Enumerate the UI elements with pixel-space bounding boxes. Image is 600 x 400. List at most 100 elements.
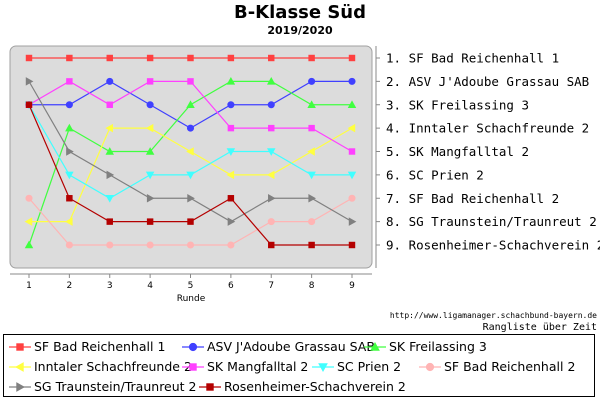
x-tick-label: 3 bbox=[107, 281, 113, 291]
data-point bbox=[25, 54, 33, 62]
data-point bbox=[65, 123, 74, 132]
data-point bbox=[145, 147, 155, 155]
data-point bbox=[308, 218, 316, 226]
data-point bbox=[268, 241, 275, 249]
legend-label: SG Traunstein/Traunreut 2 bbox=[34, 379, 197, 394]
data-point bbox=[227, 124, 235, 132]
rank-label: 9. Rosenheimer-Schachverein 2 bbox=[386, 238, 600, 253]
data-point bbox=[106, 54, 113, 62]
data-point bbox=[66, 54, 73, 62]
data-point bbox=[227, 241, 235, 249]
data-point bbox=[307, 100, 316, 108]
data-point bbox=[186, 147, 194, 156]
legend-swatch bbox=[364, 341, 386, 351]
x-tick-label: 7 bbox=[268, 281, 274, 291]
data-point bbox=[348, 54, 356, 62]
legend-swatch bbox=[9, 382, 31, 392]
data-point bbox=[308, 54, 315, 62]
data-point bbox=[308, 124, 315, 132]
series-sk-freilassing-3 bbox=[24, 76, 357, 249]
x-tick-label: 4 bbox=[147, 281, 153, 291]
legend-marker bbox=[425, 362, 435, 372]
data-point bbox=[106, 218, 113, 225]
legend-label: Rosenheimer-Schachverein 2 bbox=[224, 379, 406, 394]
data-point bbox=[24, 217, 33, 226]
data-point bbox=[308, 194, 317, 203]
data-point bbox=[347, 171, 357, 180]
legend-label: SK Mangfalltal 2 bbox=[207, 359, 309, 374]
data-point bbox=[145, 171, 155, 180]
data-point bbox=[24, 240, 34, 249]
legend-marker bbox=[16, 343, 24, 351]
data-point bbox=[146, 78, 154, 85]
legend-label: SF Bad Reichenhall 1 bbox=[34, 339, 166, 354]
data-point bbox=[66, 78, 73, 85]
data-point bbox=[348, 148, 356, 155]
legend-marker bbox=[16, 382, 26, 392]
rank-label: 3. SK Freilassing 3 bbox=[386, 97, 529, 112]
x-tick-label: 8 bbox=[309, 281, 315, 291]
data-point bbox=[307, 171, 316, 180]
legend-marker bbox=[14, 362, 24, 372]
series-inntaler-schachfreunde-2 bbox=[24, 123, 356, 226]
data-point bbox=[186, 100, 195, 108]
legend-swatch bbox=[182, 342, 204, 352]
rank-label: 5. SK Mangfalltal 2 bbox=[386, 144, 529, 159]
legend-marker bbox=[188, 342, 198, 352]
legend: SF Bad Reichenhall 1 ASV J'Adoube Grassau… bbox=[3, 334, 595, 397]
data-point bbox=[348, 217, 357, 226]
series-sc-prien-2 bbox=[24, 101, 357, 203]
data-point bbox=[65, 171, 74, 180]
x-tick-label: 5 bbox=[188, 281, 194, 291]
data-point bbox=[146, 218, 154, 225]
source-url: http://www.ligamanager.schachbund-bayern… bbox=[389, 311, 597, 320]
data-point bbox=[268, 194, 276, 203]
legend-marker bbox=[206, 383, 214, 391]
data-point bbox=[25, 101, 33, 108]
data-point bbox=[187, 54, 194, 62]
legend-label: SK Freilassing 3 bbox=[389, 339, 487, 354]
legend-swatch bbox=[9, 343, 31, 351]
series-sg-traunstein-traunreut-2 bbox=[25, 77, 357, 226]
data-point bbox=[348, 241, 356, 249]
data-point bbox=[187, 218, 194, 225]
data-point bbox=[268, 124, 275, 132]
data-point bbox=[307, 147, 315, 156]
data-point bbox=[227, 195, 235, 202]
rank-label: 4. Inntaler Schachfreunde 2 bbox=[386, 121, 589, 136]
data-point bbox=[308, 77, 316, 85]
data-point bbox=[145, 123, 154, 133]
data-point bbox=[146, 241, 154, 249]
x-tick-label: 9 bbox=[349, 281, 355, 291]
data-point bbox=[186, 171, 195, 180]
legend-label: SF Bad Reichenhall 2 bbox=[444, 359, 576, 374]
data-point bbox=[226, 170, 235, 180]
data-point bbox=[227, 101, 235, 109]
rank-label: 1. SF Bad Reichenhall 1 bbox=[386, 51, 559, 66]
data-point bbox=[347, 100, 357, 108]
data-point bbox=[105, 123, 113, 133]
data-point bbox=[105, 147, 114, 155]
data-point bbox=[146, 54, 154, 62]
legend-label: ASV J'Adoube Grassau SAB bbox=[207, 339, 375, 354]
data-point bbox=[25, 194, 33, 202]
legend-swatch bbox=[312, 363, 334, 373]
data-point bbox=[187, 78, 194, 85]
data-point bbox=[146, 101, 154, 109]
x-tick-label: 1 bbox=[26, 281, 32, 291]
data-point bbox=[226, 76, 236, 85]
plot-area bbox=[9, 45, 373, 269]
legend-label: Inntaler Schachfreunde 2 bbox=[34, 359, 192, 374]
data-point bbox=[106, 101, 113, 108]
legend-swatch bbox=[9, 362, 31, 372]
chart-title: B-Klasse Süd bbox=[233, 2, 367, 23]
axis-layer: 1 2 3 4 5 6 7 8 9 bbox=[10, 46, 380, 291]
data-point bbox=[267, 218, 275, 226]
legend-swatch bbox=[182, 363, 204, 371]
data-point bbox=[105, 195, 114, 203]
data-point bbox=[267, 148, 276, 156]
data-point bbox=[106, 77, 114, 85]
data-point bbox=[347, 123, 356, 133]
x-axis-label: Runde bbox=[177, 294, 206, 304]
chart-caption: Rangliste über Zeit bbox=[482, 322, 597, 333]
